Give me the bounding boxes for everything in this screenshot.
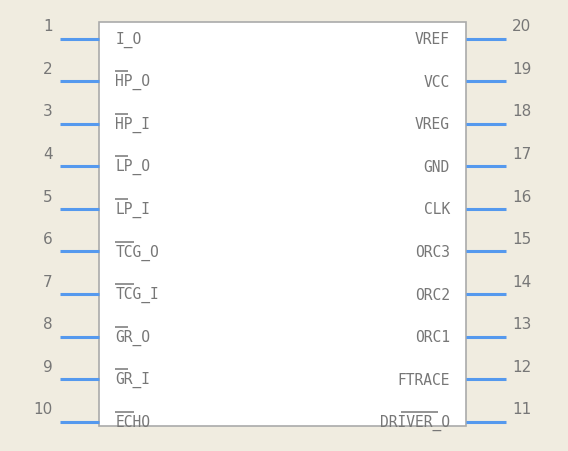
Text: 2: 2	[43, 62, 53, 77]
Text: 20: 20	[512, 19, 532, 34]
Text: LP_O: LP_O	[115, 159, 151, 175]
Text: HP_O: HP_O	[115, 74, 151, 90]
Text: 17: 17	[512, 147, 532, 161]
Text: 18: 18	[512, 104, 532, 119]
Text: 15: 15	[512, 231, 532, 247]
Text: 13: 13	[512, 317, 532, 331]
Text: HP_I: HP_I	[115, 116, 151, 133]
Text: 10: 10	[34, 401, 53, 416]
Text: GR_I: GR_I	[115, 371, 151, 387]
Text: DRIVER_O: DRIVER_O	[380, 414, 450, 430]
Text: ECHO: ECHO	[115, 414, 151, 429]
Text: ORC3: ORC3	[415, 244, 450, 259]
Text: 7: 7	[43, 274, 53, 289]
Text: VREF: VREF	[415, 32, 450, 47]
Text: 4: 4	[43, 147, 53, 161]
Text: TCG_O: TCG_O	[115, 244, 159, 260]
Text: FTRACE: FTRACE	[398, 372, 450, 387]
Text: 6: 6	[43, 231, 53, 247]
Text: GND: GND	[424, 160, 450, 175]
Text: CLK: CLK	[424, 202, 450, 217]
Text: VCC: VCC	[424, 75, 450, 90]
Text: ORC2: ORC2	[415, 287, 450, 302]
Text: 12: 12	[512, 359, 532, 374]
Text: 14: 14	[512, 274, 532, 289]
Text: ORC1: ORC1	[415, 329, 450, 344]
Text: I_O: I_O	[115, 32, 141, 48]
Text: 11: 11	[512, 401, 532, 416]
Bar	[99, 23, 466, 426]
Text: VREG: VREG	[415, 117, 450, 132]
Text: LP_I: LP_I	[115, 202, 151, 217]
Text: 5: 5	[43, 189, 53, 204]
Text: GR_O: GR_O	[115, 329, 151, 345]
Text: 9: 9	[43, 359, 53, 374]
Text: 19: 19	[512, 62, 532, 77]
Text: 8: 8	[43, 317, 53, 331]
Text: 16: 16	[512, 189, 532, 204]
Text: TCG_I: TCG_I	[115, 286, 159, 303]
Text: 1: 1	[43, 19, 53, 34]
Text: 3: 3	[43, 104, 53, 119]
